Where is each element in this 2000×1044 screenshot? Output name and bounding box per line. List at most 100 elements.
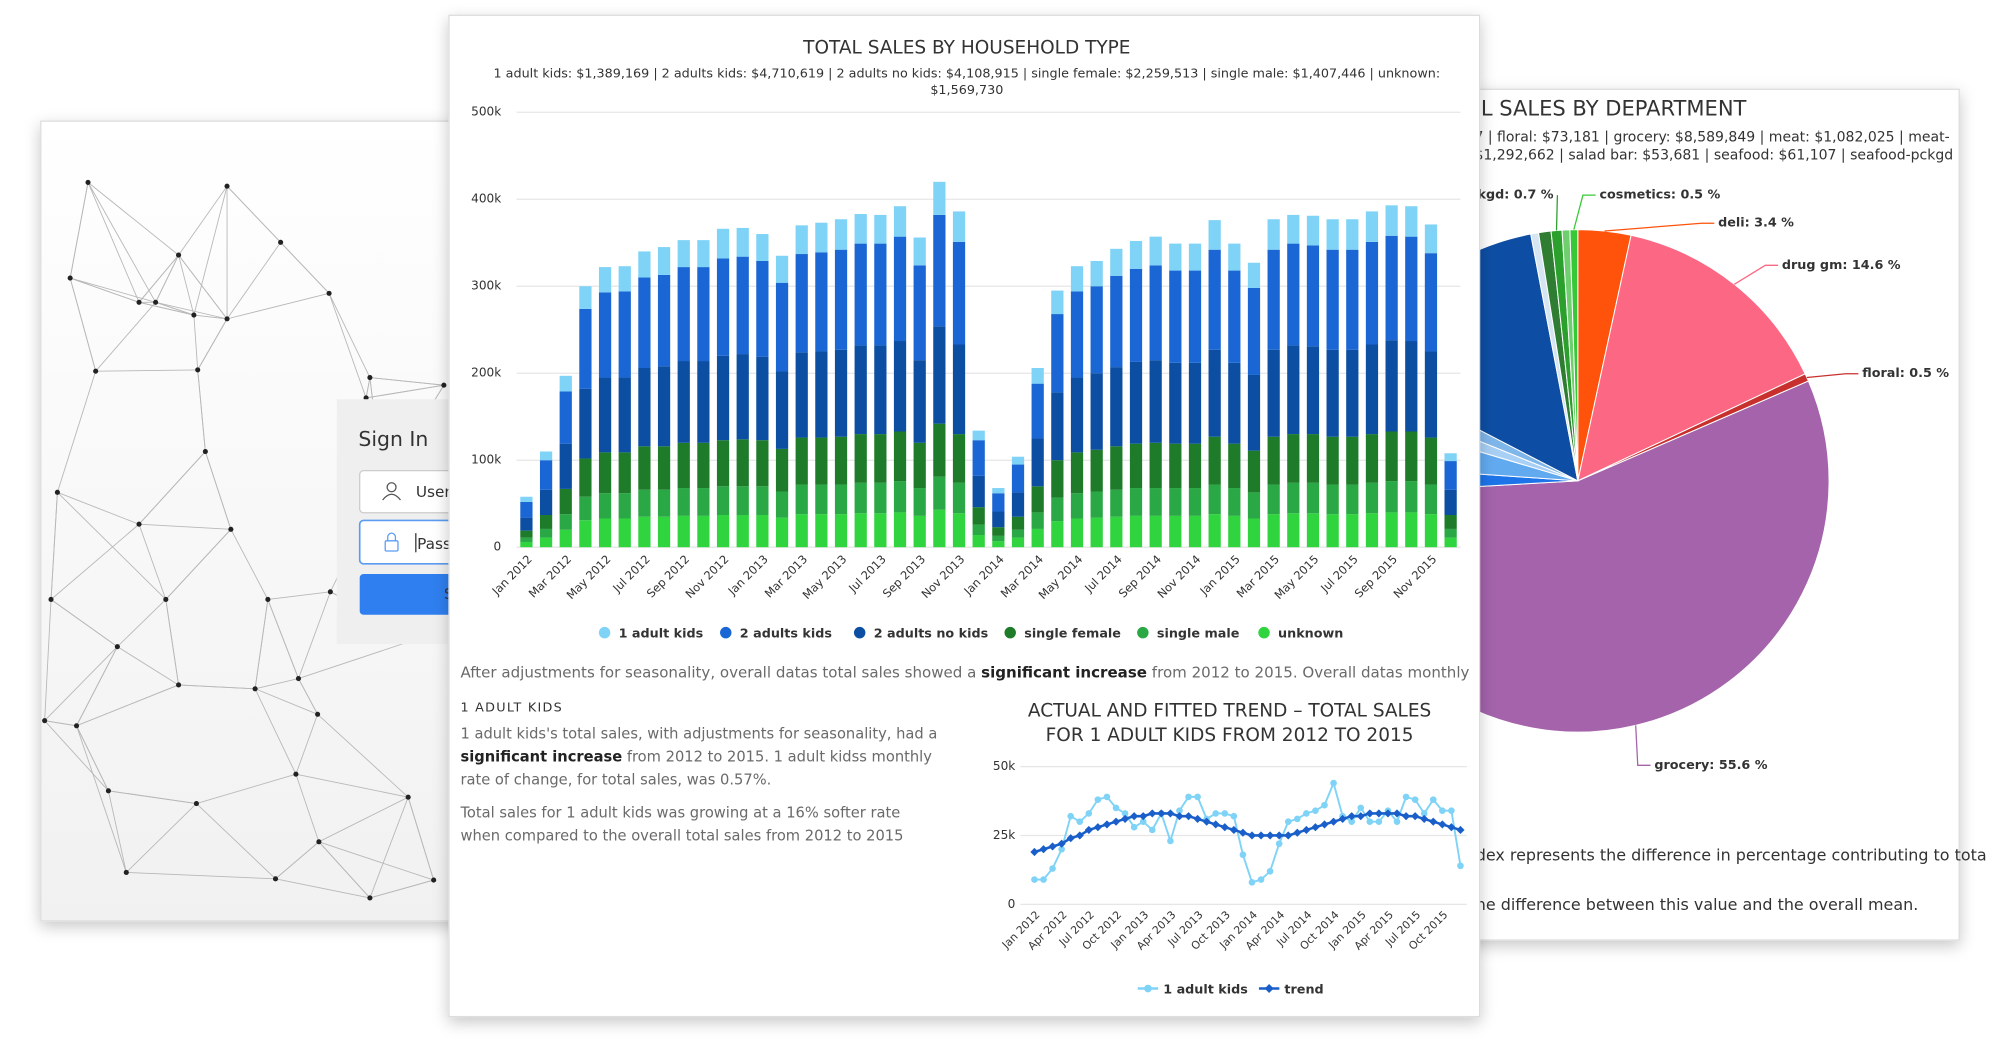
bar-segment [894, 237, 906, 341]
bar-segment [1346, 437, 1358, 485]
bar-segment [933, 182, 945, 215]
bar-segment [638, 251, 650, 277]
bar-segment [1346, 350, 1358, 437]
line-title: FOR 1 ADULT KIDS FROM 2012 TO 2015 [1046, 725, 1414, 746]
network-node [253, 686, 258, 691]
legend-marker [854, 627, 865, 638]
household-card: TOTAL SALES BY HOUSEHOLD TYPE 1 adult ki… [449, 15, 1480, 1016]
bar-segment [992, 541, 1004, 547]
bar-segment [717, 515, 729, 547]
bar-segment [1209, 250, 1221, 350]
bar-segment [874, 215, 886, 244]
bar-segment [855, 345, 867, 434]
bar-segment [599, 452, 611, 493]
legend-marker [599, 627, 610, 638]
bar-segment [894, 341, 906, 431]
bar-segment [717, 258, 729, 355]
network-node [293, 772, 298, 777]
network-node [224, 316, 229, 321]
bar-segment [1189, 516, 1201, 547]
bar-segment [540, 490, 552, 515]
bar-segment [1307, 434, 1319, 483]
point [1194, 794, 1201, 801]
network-node [163, 597, 168, 602]
bar-segment [1307, 346, 1319, 434]
bar-segment [599, 292, 611, 377]
bar-segment [874, 345, 886, 434]
y-tick-label: 400k [471, 192, 501, 206]
bar-segment [697, 516, 709, 547]
point [1049, 865, 1056, 872]
legend-label: 1 adult kids [1163, 982, 1248, 997]
leader-line [1557, 195, 1558, 230]
network-node [203, 449, 208, 454]
pie-note: he difference between this value and the… [1476, 895, 1919, 914]
bar-segment [1366, 483, 1378, 513]
bar-segment [520, 542, 532, 547]
bar-segment [1130, 488, 1142, 516]
bar-segment [658, 490, 670, 517]
point [1303, 810, 1310, 817]
point [1086, 810, 1093, 817]
bar-segment [658, 247, 670, 275]
bar-segment [619, 518, 631, 547]
network-node [115, 644, 120, 649]
bar-segment [874, 434, 886, 483]
bar-segment [1189, 488, 1201, 516]
emphasis: significant increase [460, 747, 622, 765]
pie-title: L SALES BY DEPARTMENT [1481, 96, 1747, 121]
bar-segment [1386, 481, 1398, 512]
intro-text: After adjustments for seasonality, overa… [460, 661, 1470, 687]
network-node [273, 876, 278, 881]
bar-segment [835, 514, 847, 547]
bar-segment [1051, 498, 1063, 521]
bar-segment [540, 460, 552, 490]
bar-segment [1032, 529, 1044, 547]
pie-label: floral: 0.5 % [1862, 366, 1949, 381]
bar-segment [697, 443, 709, 488]
bar-segment [1307, 513, 1319, 547]
y-tick-label: 200k [471, 366, 501, 380]
pie-label: deli: 3.4 % [1718, 216, 1794, 231]
section-title: 1 ADULT KIDS [460, 700, 563, 715]
point [1221, 810, 1228, 817]
bar-segment [1110, 490, 1122, 517]
bar-segment [1287, 244, 1299, 346]
bar-segment [756, 486, 768, 515]
bar-segment [1012, 465, 1024, 493]
y-tick-label: 25k [993, 828, 1015, 842]
bar-segment [1169, 244, 1181, 271]
text: After adjustments for seasonality, overa… [460, 663, 981, 681]
bar-segment [835, 350, 847, 437]
bar-segment [697, 361, 709, 443]
bar-segment [1405, 341, 1417, 431]
bar-segment [697, 267, 709, 361]
bar-segment [638, 278, 650, 368]
point [1113, 805, 1120, 812]
bar-segment [1150, 265, 1162, 360]
bar-segment [894, 431, 906, 481]
bar-segment [1386, 512, 1398, 547]
pie-label: grocery: 55.6 % [1654, 758, 1767, 773]
bar-segment [855, 434, 867, 483]
bar-segment [638, 517, 650, 547]
bar-segment [737, 515, 749, 547]
bar-segment [1032, 368, 1044, 384]
bar-segment [1071, 378, 1083, 453]
bar-segment [894, 512, 906, 547]
bar-segment [1346, 514, 1358, 547]
bar-segment [678, 443, 690, 488]
text: from 2012 to 2015. Overall datas monthly… [1147, 663, 1471, 681]
network-node [136, 522, 141, 527]
bar-segment [1169, 444, 1181, 488]
network-node [153, 300, 158, 305]
bar-segment [1248, 288, 1260, 375]
intro-paragraph: After adjustments for seasonality, overa… [460, 661, 1470, 684]
bar-segment [815, 223, 827, 253]
bar-segment [638, 490, 650, 517]
bar-segment [1366, 242, 1378, 345]
bar-segment [1032, 438, 1044, 486]
pie-subtitle: 7 | floral: $73,181 | grocery: $8,589,84… [1474, 130, 1949, 146]
legend-label: trend [1284, 982, 1323, 997]
bar-segment [1405, 237, 1417, 341]
